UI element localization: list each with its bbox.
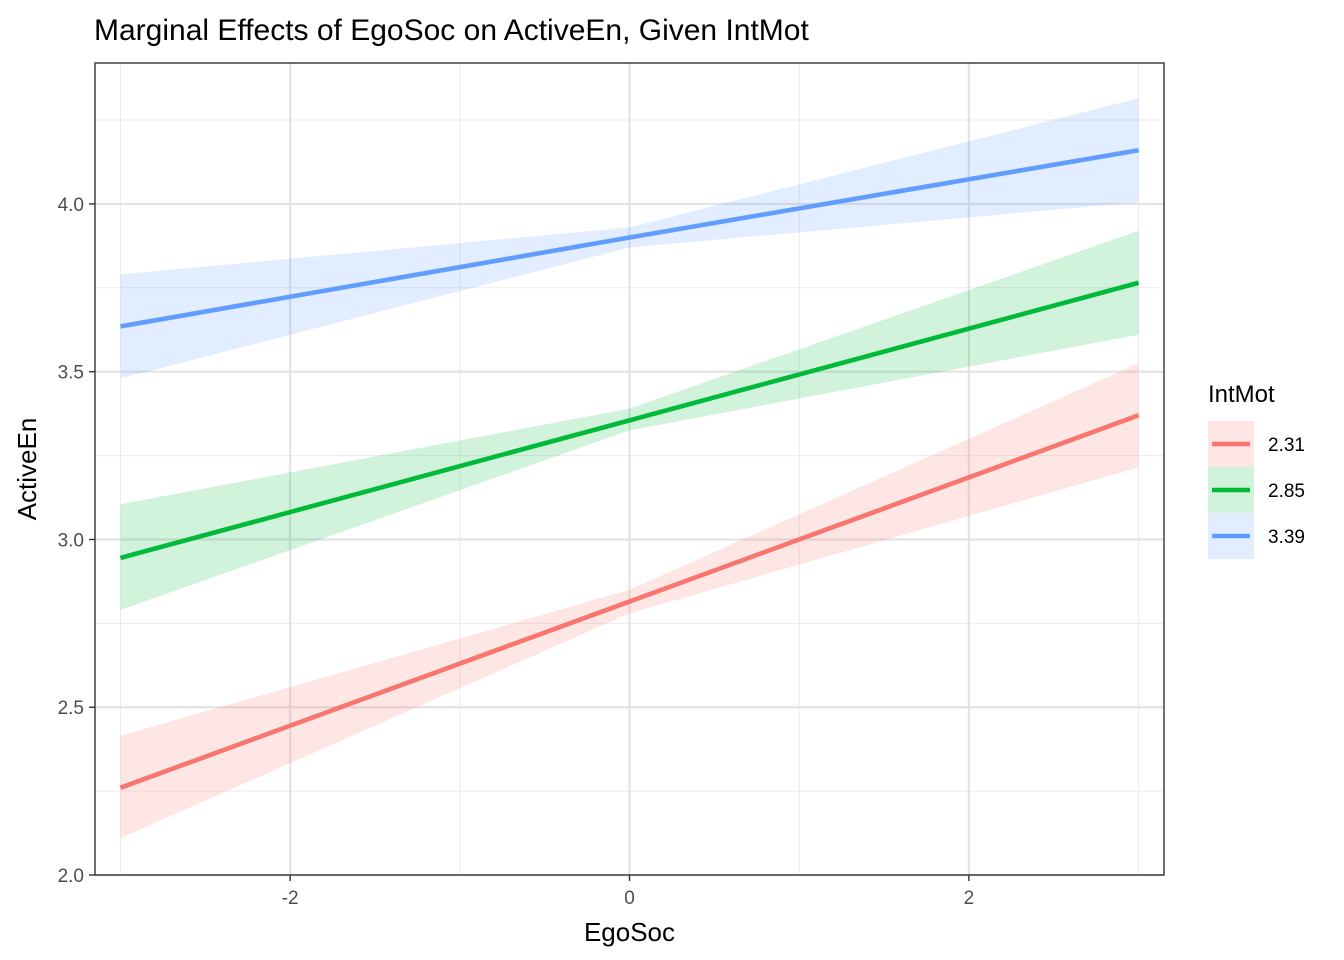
y-tick-label: 3.5 — [58, 363, 84, 384]
plot-panel — [94, 62, 1165, 877]
legend-label: 3.39 — [1268, 527, 1305, 548]
legend: IntMot 2.31 2.85 3.39 — [1208, 381, 1305, 559]
x-axis-title: EgoSoc — [584, 917, 675, 947]
line-series-1 — [119, 280, 1140, 561]
legend-label: 2.85 — [1268, 481, 1305, 502]
line-series-2 — [120, 147, 1139, 329]
y-tick-label: 2.0 — [58, 866, 84, 887]
y-axis-title: ActiveEn — [12, 418, 42, 521]
y-axis: 2.0 2.5 3.0 3.5 4.0 — [58, 195, 95, 887]
y-tick-label: 4.0 — [58, 195, 84, 216]
x-tick-label: 0 — [624, 888, 635, 909]
line-series-0 — [119, 413, 1140, 790]
x-tick-label: 2 — [964, 888, 975, 909]
y-tick-label: 2.5 — [58, 698, 84, 719]
legend-title: IntMot — [1208, 381, 1275, 408]
legend-label: 2.31 — [1268, 435, 1305, 456]
grid-lines — [95, 63, 1164, 877]
chart-title: Marginal Effects of EgoSoc on ActiveEn, … — [94, 14, 809, 47]
series-lines — [119, 147, 1140, 790]
y-tick-label: 3.0 — [58, 530, 84, 551]
x-axis: -2 0 2 — [282, 875, 974, 909]
x-tick-label: -2 — [282, 888, 299, 909]
